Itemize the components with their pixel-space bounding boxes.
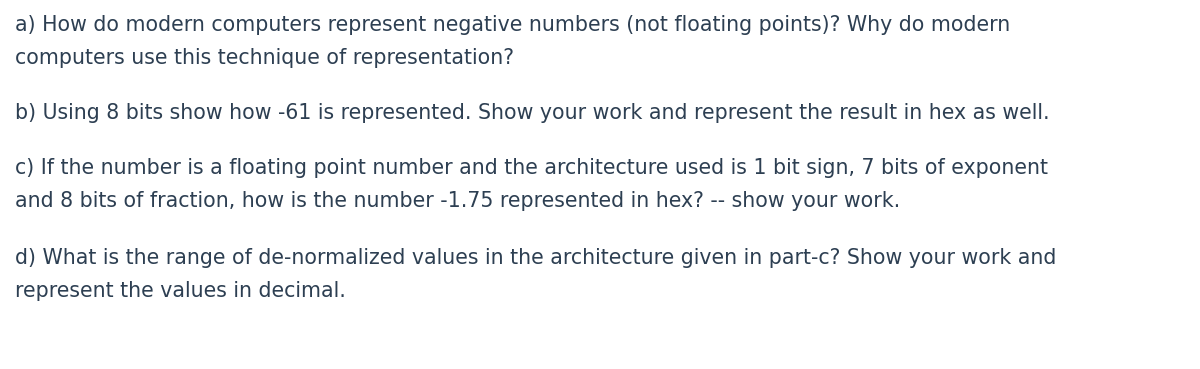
Text: a) How do modern computers represent negative numbers (not floating points)? Why: a) How do modern computers represent neg… <box>14 15 1010 35</box>
Text: computers use this technique of representation?: computers use this technique of represen… <box>14 48 514 68</box>
Text: represent the values in decimal.: represent the values in decimal. <box>14 281 346 301</box>
Text: c) If the number is a floating point number and the architecture used is 1 bit s: c) If the number is a floating point num… <box>14 158 1048 178</box>
Text: and 8 bits of fraction, how is the number -1.75 represented in hex? -- show your: and 8 bits of fraction, how is the numbe… <box>14 191 900 211</box>
Text: d) What is the range of de-normalized values in the architecture given in part-c: d) What is the range of de-normalized va… <box>14 248 1056 268</box>
Text: b) Using 8 bits show how -61 is represented. Show your work and represent the re: b) Using 8 bits show how -61 is represen… <box>14 103 1050 123</box>
